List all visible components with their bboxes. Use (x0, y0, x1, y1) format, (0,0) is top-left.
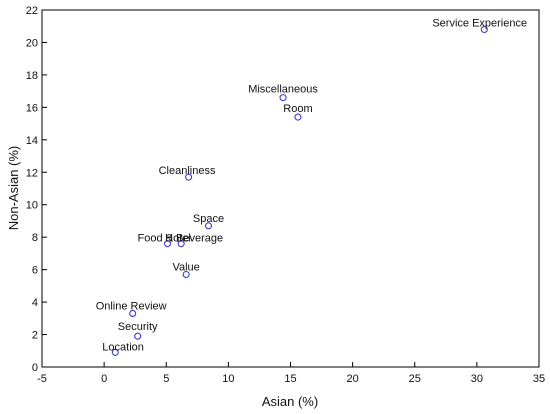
y-tick-label: 0 (32, 362, 38, 374)
y-tick-label: 10 (26, 200, 38, 212)
point-label: Food & Beverage (137, 233, 223, 245)
point-label: Online Review (96, 300, 167, 312)
data-point (134, 332, 142, 340)
data-point (111, 348, 119, 356)
y-tick-label: 20 (26, 37, 38, 49)
data-point (480, 25, 488, 34)
point-label: Security (118, 321, 158, 333)
data-point (185, 173, 193, 181)
x-tick-label: 15 (284, 373, 296, 385)
y-tick-label: 8 (32, 232, 38, 244)
x-tick-label: 35 (533, 373, 545, 385)
y-tick-label: 6 (32, 265, 38, 277)
y-axis-ticks: 0 2 4 6 8 10 12 14 16 18 20 22 (26, 5, 47, 374)
y-tick-label: 12 (26, 167, 38, 179)
point-label: Cleanliness (159, 165, 216, 177)
point-label: Room (283, 103, 312, 115)
y-axis-title: Non-Asian (%) (6, 146, 21, 231)
data-point (163, 240, 172, 248)
y-tick-label: 18 (26, 70, 38, 82)
x-tick-label: 0 (101, 373, 107, 385)
point-label: Space (193, 213, 224, 225)
point-label: Miscellaneous (248, 84, 318, 96)
data-point (294, 113, 302, 121)
data-points (111, 25, 488, 356)
x-tick-label: 20 (347, 373, 359, 385)
plot-frame (41, 9, 540, 368)
x-tick-label: 30 (471, 373, 483, 385)
y-tick-label: 22 (26, 5, 38, 17)
y-tick-label: 14 (26, 135, 38, 147)
x-axis-ticks: -5 0 5 10 15 20 25 30 35 (37, 362, 545, 385)
x-tick-label: -5 (37, 373, 47, 385)
data-point (129, 309, 137, 318)
x-axis-title: Asian (%) (262, 394, 318, 409)
data-point (279, 94, 287, 102)
point-labels: Service Experience Miscellaneous Room Clean… (96, 17, 527, 353)
point-label: Service Experience (432, 17, 527, 29)
data-point (182, 270, 190, 279)
data-point (204, 222, 213, 230)
point-label: Hotel (165, 233, 191, 245)
y-tick-label: 4 (32, 297, 38, 309)
y-tick-label: 2 (32, 330, 38, 342)
point-label: Location (102, 341, 144, 353)
y-tick-label: 16 (26, 102, 38, 114)
x-tick-label: 5 (163, 373, 169, 385)
x-tick-label: 25 (409, 373, 421, 385)
data-point (177, 240, 185, 248)
point-label: Value (172, 262, 199, 274)
x-tick-label: 10 (222, 373, 234, 385)
